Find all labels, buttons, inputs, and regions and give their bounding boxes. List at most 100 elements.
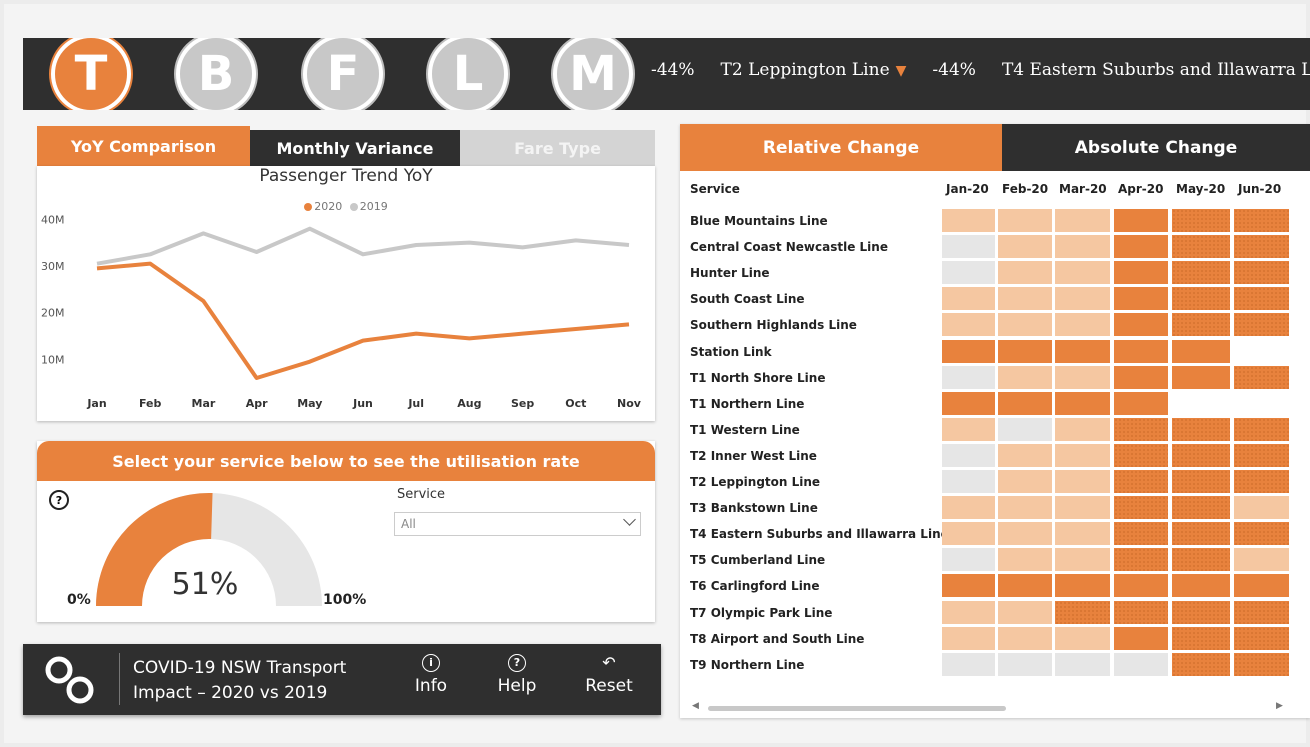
heatmap-cell[interactable] bbox=[1055, 417, 1110, 441]
scroll-left-icon[interactable]: ◀ bbox=[692, 701, 699, 711]
heatmap-cell[interactable] bbox=[1055, 626, 1110, 650]
heatmap-cell[interactable] bbox=[1055, 235, 1110, 259]
heatmap-cell[interactable] bbox=[1234, 548, 1289, 572]
heatmap-cell[interactable] bbox=[1172, 209, 1230, 232]
heatmap-cell[interactable] bbox=[942, 600, 995, 624]
info-button[interactable]: i Info bbox=[401, 654, 461, 696]
heatmap-cell[interactable] bbox=[942, 365, 995, 389]
horizontal-scrollbar[interactable]: ◀ ▶ bbox=[690, 701, 1290, 712]
heatmap-cell[interactable] bbox=[1172, 365, 1230, 389]
heatmap-cell[interactable] bbox=[1055, 287, 1110, 311]
heatmap-cell[interactable] bbox=[1055, 209, 1110, 232]
heatmap-cell[interactable] bbox=[1055, 443, 1110, 467]
heatmap-cell[interactable] bbox=[998, 235, 1052, 259]
series-line-2019[interactable] bbox=[96, 226, 630, 266]
heatmap-cell[interactable] bbox=[1114, 313, 1168, 337]
heatmap-cell[interactable] bbox=[942, 548, 995, 572]
tab-monthly-variance[interactable]: Monthly Variance bbox=[250, 130, 460, 166]
heatmap-cell[interactable] bbox=[1114, 496, 1168, 520]
heatmap-cell[interactable] bbox=[1114, 470, 1168, 493]
heatmap-cell[interactable] bbox=[998, 652, 1052, 676]
heatmap-cell[interactable] bbox=[942, 339, 995, 363]
heatmap-cell[interactable] bbox=[1172, 261, 1230, 285]
heatmap-cell[interactable] bbox=[942, 287, 995, 311]
heatmap-cell[interactable] bbox=[942, 313, 995, 337]
heatmap-cell[interactable] bbox=[1055, 548, 1110, 572]
heatmap-cell[interactable] bbox=[998, 365, 1052, 389]
heatmap-cell[interactable] bbox=[942, 626, 995, 650]
heatmap-cell[interactable] bbox=[1114, 287, 1168, 311]
heatmap-cell[interactable] bbox=[1172, 391, 1230, 415]
heatmap-cell[interactable] bbox=[1055, 600, 1110, 624]
heatmap-cell[interactable] bbox=[1234, 443, 1289, 467]
heatmap-cell[interactable] bbox=[998, 261, 1052, 285]
heatmap-cell[interactable] bbox=[1172, 600, 1230, 624]
help-button[interactable]: ? Help bbox=[487, 654, 547, 696]
heatmap-cell[interactable] bbox=[1055, 496, 1110, 520]
tab-absolute-change[interactable]: Absolute Change bbox=[1002, 124, 1310, 171]
heatmap-cell[interactable] bbox=[1172, 313, 1230, 337]
heatmap-cell[interactable] bbox=[1055, 522, 1110, 546]
heatmap-cell[interactable] bbox=[1114, 339, 1168, 363]
heatmap-cell[interactable] bbox=[1172, 548, 1230, 572]
heatmap-cell[interactable] bbox=[998, 548, 1052, 572]
heatmap-cell[interactable] bbox=[1055, 365, 1110, 389]
heatmap-cell[interactable] bbox=[998, 339, 1052, 363]
heatmap-cell[interactable] bbox=[942, 417, 995, 441]
mode-metro-button[interactable]: M bbox=[553, 38, 633, 110]
reset-button[interactable]: ↶ Reset bbox=[579, 654, 639, 697]
heatmap-cell[interactable] bbox=[1114, 522, 1168, 546]
heatmap-cell[interactable] bbox=[1172, 626, 1230, 650]
heatmap-cell[interactable] bbox=[1234, 261, 1289, 285]
heatmap-cell[interactable] bbox=[1114, 365, 1168, 389]
heatmap-cell[interactable] bbox=[1055, 261, 1110, 285]
heatmap-cell[interactable] bbox=[1234, 626, 1289, 650]
heatmap-cell[interactable] bbox=[1234, 600, 1289, 624]
heatmap-cell[interactable] bbox=[1172, 652, 1230, 676]
heatmap-cell[interactable] bbox=[998, 470, 1052, 493]
heatmap-cell[interactable] bbox=[1172, 235, 1230, 259]
service-dropdown[interactable]: All bbox=[394, 512, 641, 536]
tab-yoy-comparison[interactable]: YoY Comparison bbox=[37, 126, 250, 166]
tab-relative-change[interactable]: Relative Change bbox=[680, 124, 1002, 171]
heatmap-cell[interactable] bbox=[1234, 470, 1289, 493]
heatmap-cell[interactable] bbox=[942, 652, 995, 676]
heatmap-cell[interactable] bbox=[1055, 470, 1110, 493]
heatmap-cell[interactable] bbox=[1114, 209, 1168, 232]
heatmap-cell[interactable] bbox=[1114, 548, 1168, 572]
heatmap-cell[interactable] bbox=[1234, 209, 1289, 232]
heatmap-cell[interactable] bbox=[942, 235, 995, 259]
heatmap-cell[interactable] bbox=[1234, 574, 1289, 598]
heatmap-cell[interactable] bbox=[1234, 287, 1289, 311]
scroll-right-icon[interactable]: ▶ bbox=[1276, 701, 1283, 711]
mode-buses-button[interactable]: B bbox=[176, 38, 256, 110]
heatmap-cell[interactable] bbox=[1172, 470, 1230, 493]
heatmap-cell[interactable] bbox=[1055, 339, 1110, 363]
heatmap-cell[interactable] bbox=[1172, 443, 1230, 467]
tab-fare-type[interactable]: Fare Type bbox=[460, 130, 655, 166]
heatmap-cell[interactable] bbox=[1114, 626, 1168, 650]
heatmap-cell[interactable] bbox=[1234, 417, 1289, 441]
heatmap-cell[interactable] bbox=[1172, 574, 1230, 598]
mode-ferries-button[interactable]: F bbox=[303, 38, 383, 110]
heatmap-cell[interactable] bbox=[1234, 522, 1289, 546]
heatmap-cell[interactable] bbox=[1234, 365, 1289, 389]
heatmap-cell[interactable] bbox=[1172, 496, 1230, 520]
mode-light-rail-button[interactable]: L bbox=[428, 38, 508, 110]
heatmap-cell[interactable] bbox=[1172, 287, 1230, 311]
scrollbar-thumb[interactable] bbox=[708, 706, 1006, 711]
heatmap-cell[interactable] bbox=[942, 209, 995, 232]
heatmap-cell[interactable] bbox=[998, 496, 1052, 520]
heatmap-cell[interactable] bbox=[998, 600, 1052, 624]
heatmap-cell[interactable] bbox=[1114, 600, 1168, 624]
heatmap-cell[interactable] bbox=[998, 391, 1052, 415]
heatmap-cell[interactable] bbox=[1234, 652, 1289, 676]
heatmap-cell[interactable] bbox=[1172, 522, 1230, 546]
heatmap-cell[interactable] bbox=[1055, 652, 1110, 676]
heatmap-cell[interactable] bbox=[998, 522, 1052, 546]
heatmap-cell[interactable] bbox=[1055, 391, 1110, 415]
heatmap-cell[interactable] bbox=[998, 209, 1052, 232]
heatmap-cell[interactable] bbox=[1172, 339, 1230, 363]
heatmap-cell[interactable] bbox=[1114, 235, 1168, 259]
heatmap-cell[interactable] bbox=[998, 626, 1052, 650]
